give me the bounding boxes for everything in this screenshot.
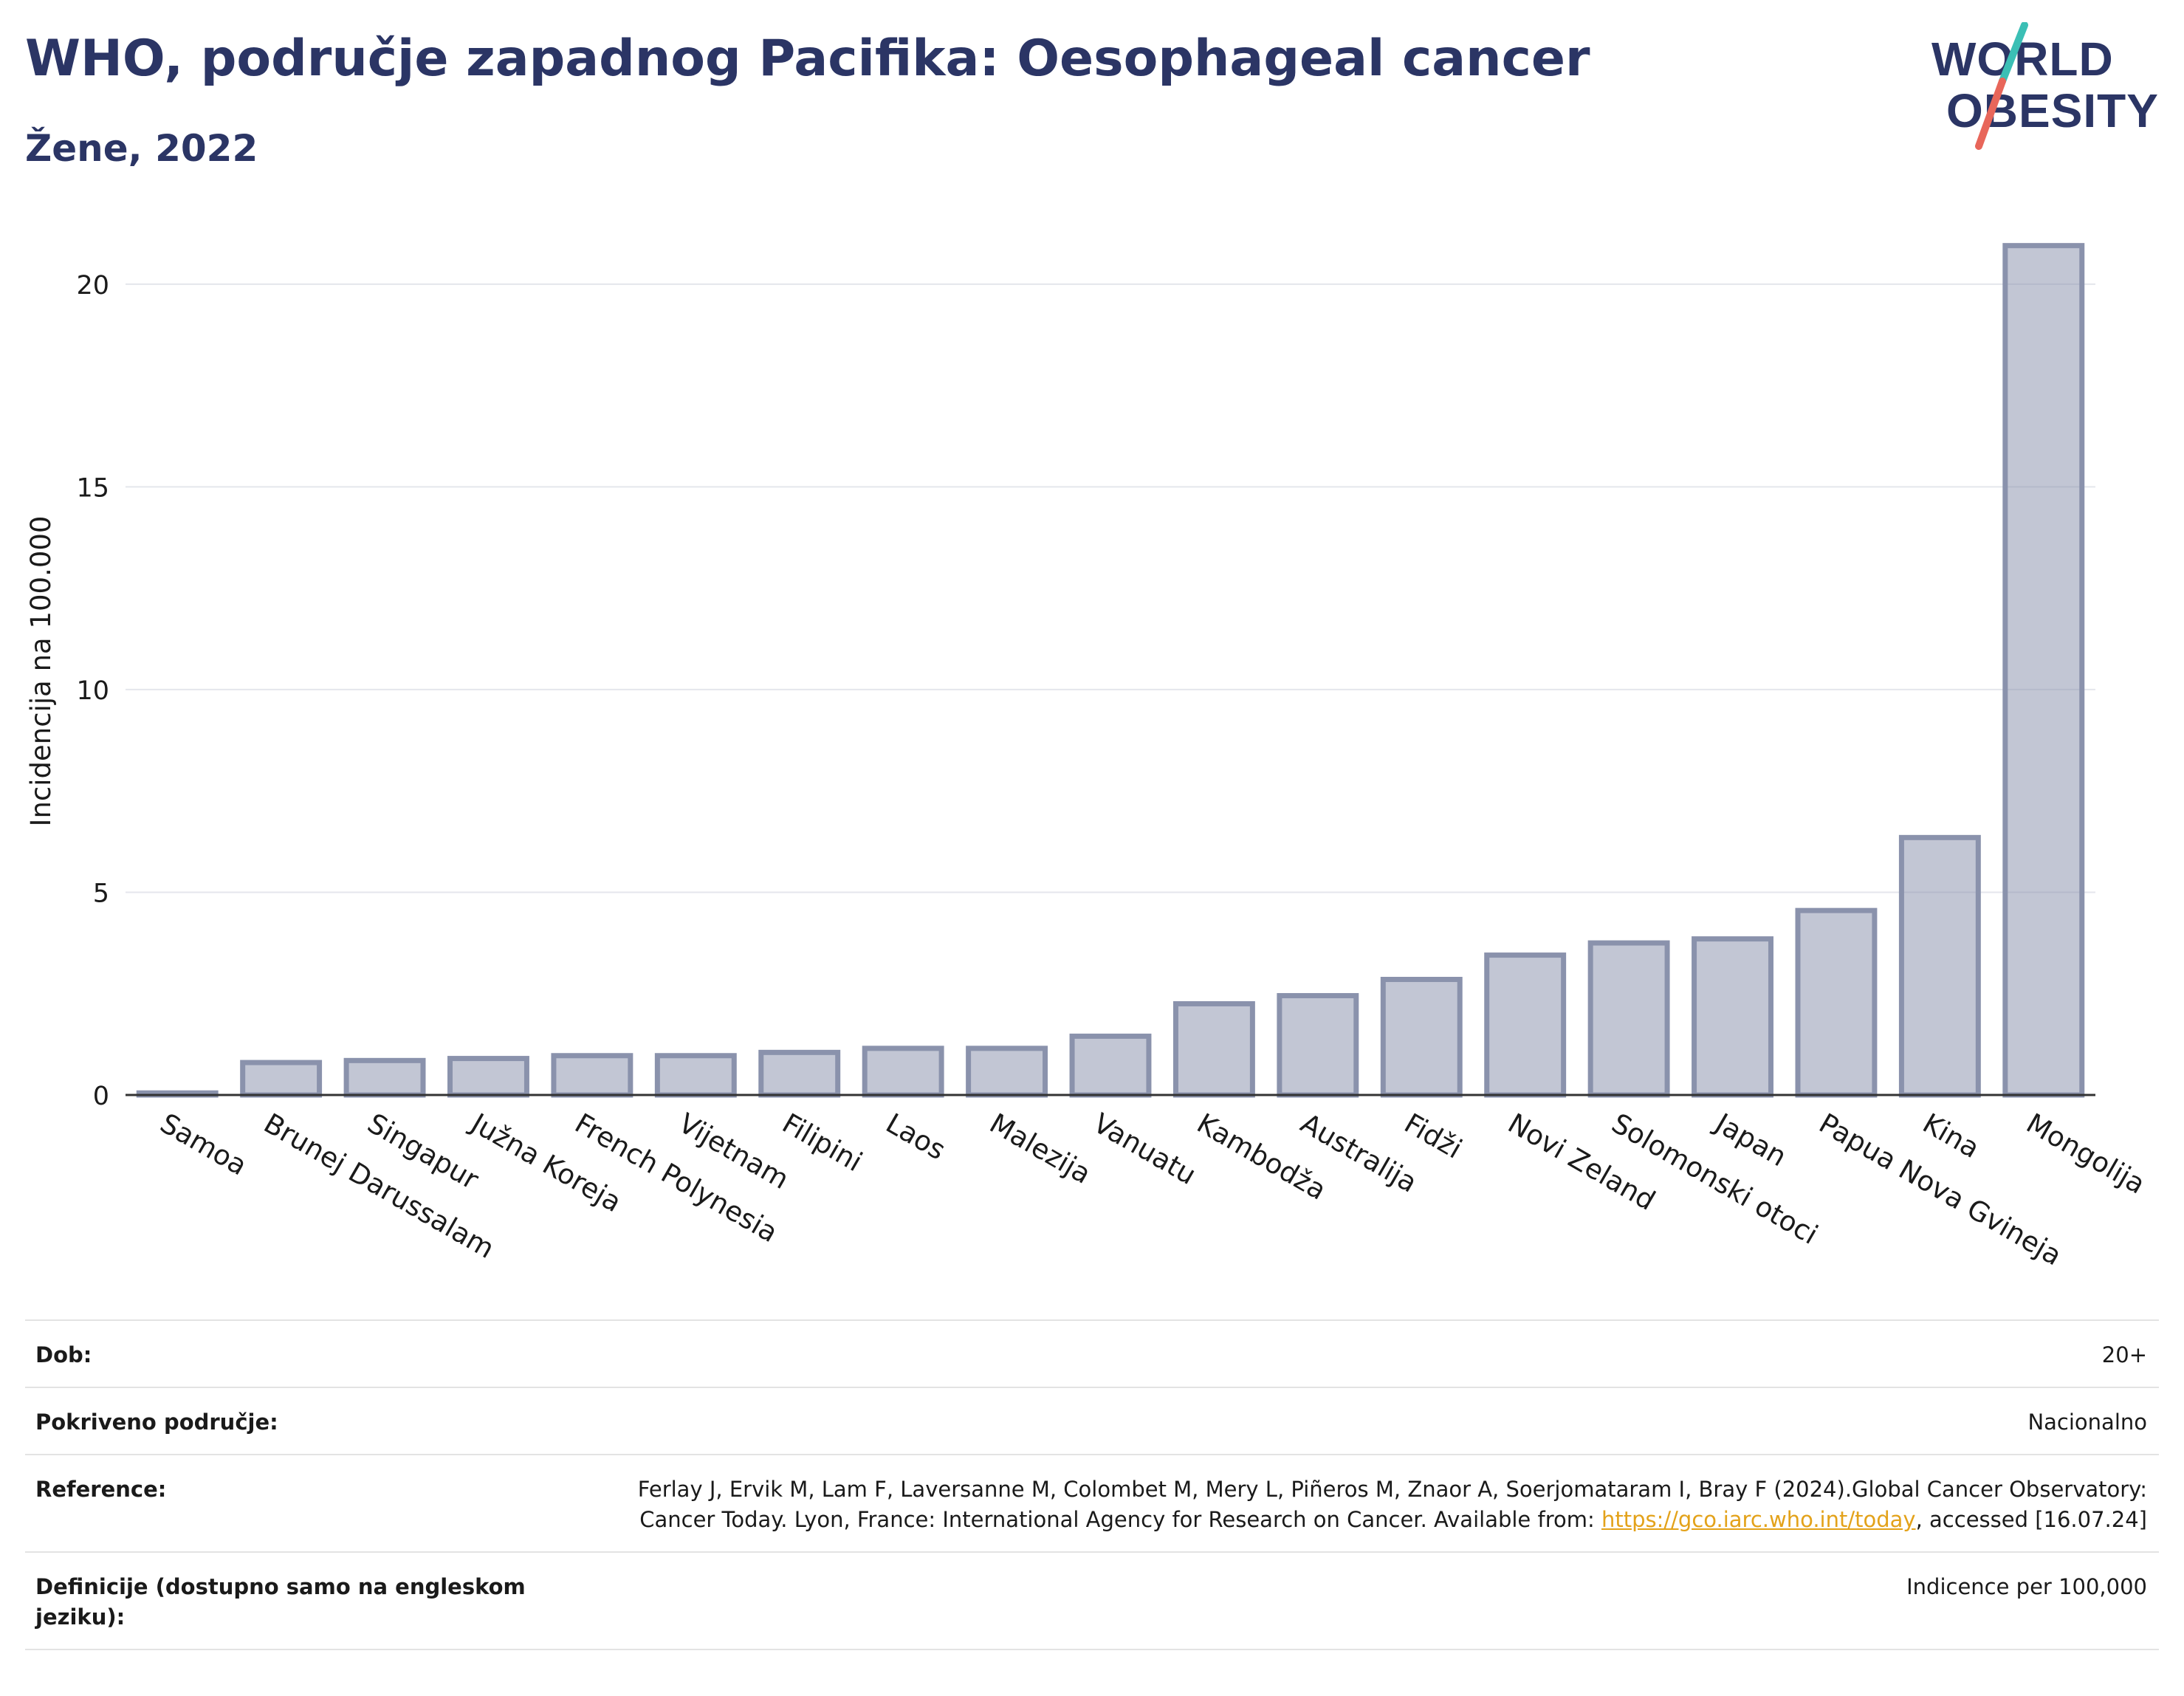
info-label-definitions: Definicije (dostupno samo na engleskom j… [35, 1574, 526, 1630]
bar [1898, 834, 1981, 1098]
bar [1277, 992, 1359, 1098]
x-tick-label: Laos [881, 1108, 951, 1167]
logo-slash-top [1999, 22, 2028, 85]
page-title: WHO, područje zapadnog Pacifika: Oesopha… [25, 30, 1590, 88]
x-tick-label: Samoa [155, 1108, 253, 1182]
info-row-reference: Reference: Ferlay J, Ervik M, Lam F, Lav… [25, 1454, 2159, 1551]
bar [1172, 1000, 1255, 1098]
info-value-age: 20+ [2101, 1342, 2147, 1367]
bar [447, 1056, 529, 1098]
bar [1587, 940, 1670, 1098]
x-tick-label: Kina [1917, 1108, 1985, 1165]
bar [1380, 977, 1463, 1098]
bar [343, 1057, 426, 1098]
y-axis-label: Incidencija na 100.000 [25, 516, 57, 827]
bar [2002, 243, 2085, 1098]
bar [862, 1046, 944, 1098]
info-label-coverage: Pokriveno područje: [35, 1410, 278, 1435]
info-value-definitions: Indicence per 100,000 [1906, 1574, 2147, 1599]
info-row-age: Dob: 20+ [25, 1319, 2159, 1387]
info-table: Dob: 20+ Pokriveno područje: Nacionalno … [25, 1319, 2159, 1650]
x-tick-label: Malezija [984, 1108, 1096, 1190]
bar [1069, 1033, 1152, 1098]
logo-line-1: WORLD [1931, 32, 2114, 86]
x-tick-label: Fidži [1399, 1108, 1468, 1165]
bar [1795, 907, 1878, 1098]
bar [1692, 936, 1773, 1098]
y-tick-labels: 0 5 10 15 20 [76, 271, 109, 1111]
info-value-coverage: Nacionalno [2027, 1410, 2147, 1435]
bar [1484, 952, 1567, 1098]
bar-chart: 0 5 10 15 20 Samoa Brunej DarussalamSingapurJ… [25, 243, 2151, 1272]
y-tick-label: 5 [93, 879, 109, 908]
page-subtitle: Žene, 2022 [25, 127, 258, 170]
info-row-definitions: Definicije (dostupno samo na engleskom j… [25, 1551, 2159, 1650]
bar [551, 1053, 633, 1098]
y-tick-label: 10 [76, 676, 109, 706]
x-tick-label: Mongolija [2021, 1108, 2150, 1201]
x-tick-label: Japan [1709, 1107, 1792, 1173]
y-tick-label: 0 [93, 1082, 109, 1111]
logo-slash-bottom [1975, 78, 2006, 150]
bar [758, 1049, 841, 1098]
info-label-reference: Reference: [35, 1477, 167, 1502]
bar [966, 1046, 1048, 1098]
reference-link[interactable]: https://gco.iarc.who.int/today [1601, 1507, 1916, 1532]
world-obesity-logo: WORLD OBESITY [1931, 22, 2158, 150]
bars [136, 243, 2085, 1098]
info-value-reference: Ferlay J, Ervik M, Lam F, Laversanne M, … [597, 1474, 2147, 1535]
y-tick-label: 15 [76, 473, 109, 503]
reference-text: Ferlay J, Ervik M, Lam F, Laversanne M, … [637, 1477, 2147, 1532]
info-label-age: Dob: [35, 1342, 92, 1367]
info-row-coverage: Pokriveno područje: Nacionalno [25, 1387, 2159, 1454]
gridlines [126, 283, 2095, 893]
bar [240, 1060, 323, 1098]
x-tick-label: Vanuatu [1088, 1108, 1202, 1192]
bar [654, 1053, 737, 1098]
reference-accessed: , accessed [16.07.24] [1915, 1507, 2147, 1532]
y-tick-label: 20 [76, 271, 109, 301]
